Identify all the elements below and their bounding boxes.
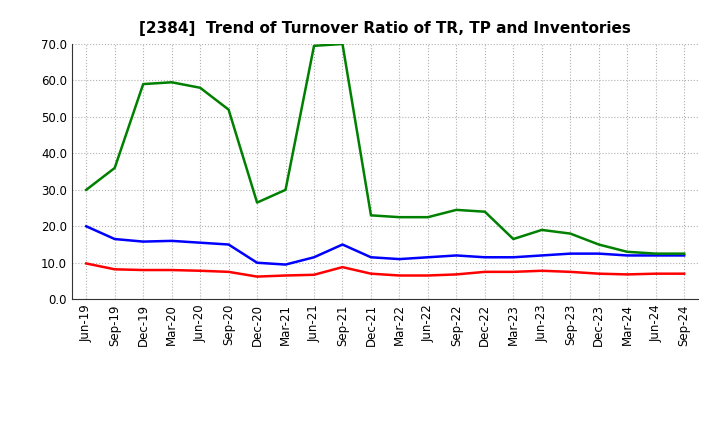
Inventories	[366, 213, 375, 218]
Trade Payables	[310, 255, 318, 260]
Line: Trade Payables: Trade Payables	[86, 226, 684, 264]
Trade Receivables	[595, 271, 603, 276]
Trade Receivables	[652, 271, 660, 276]
Inventories	[253, 200, 261, 205]
Trade Receivables	[566, 269, 575, 275]
Trade Payables	[82, 224, 91, 229]
Trade Payables	[452, 253, 461, 258]
Trade Receivables	[395, 273, 404, 278]
Legend: Trade Receivables, Trade Payables, Inventories: Trade Receivables, Trade Payables, Inven…	[161, 438, 610, 440]
Trade Payables	[110, 236, 119, 242]
Trade Payables	[338, 242, 347, 247]
Trade Payables	[652, 253, 660, 258]
Trade Receivables	[110, 267, 119, 272]
Trade Receivables	[366, 271, 375, 276]
Trade Payables	[623, 253, 631, 258]
Trade Payables	[167, 238, 176, 243]
Inventories	[452, 207, 461, 213]
Inventories	[566, 231, 575, 236]
Trade Payables	[595, 251, 603, 256]
Trade Receivables	[537, 268, 546, 273]
Trade Receivables	[680, 271, 688, 276]
Trade Payables	[566, 251, 575, 256]
Inventories	[282, 187, 290, 192]
Inventories	[310, 43, 318, 48]
Inventories	[509, 236, 518, 242]
Trade Payables	[366, 255, 375, 260]
Inventories	[623, 249, 631, 254]
Inventories	[680, 251, 688, 256]
Line: Inventories: Inventories	[86, 44, 684, 253]
Trade Receivables	[139, 268, 148, 273]
Inventories	[110, 165, 119, 171]
Inventories	[167, 80, 176, 85]
Inventories	[338, 41, 347, 47]
Inventories	[537, 227, 546, 233]
Line: Trade Receivables: Trade Receivables	[86, 264, 684, 277]
Trade Payables	[196, 240, 204, 246]
Trade Receivables	[310, 272, 318, 277]
Trade Payables	[537, 253, 546, 258]
Trade Receivables	[338, 264, 347, 270]
Trade Payables	[480, 255, 489, 260]
Inventories	[139, 81, 148, 87]
Inventories	[423, 215, 432, 220]
Trade Receivables	[225, 269, 233, 275]
Trade Receivables	[282, 273, 290, 278]
Inventories	[480, 209, 489, 214]
Inventories	[225, 107, 233, 112]
Trade Receivables	[623, 272, 631, 277]
Inventories	[652, 251, 660, 256]
Trade Receivables	[480, 269, 489, 275]
Inventories	[82, 187, 91, 192]
Title: [2384]  Trend of Turnover Ratio of TR, TP and Inventories: [2384] Trend of Turnover Ratio of TR, TP…	[139, 21, 631, 36]
Trade Receivables	[196, 268, 204, 273]
Trade Receivables	[423, 273, 432, 278]
Trade Payables	[680, 253, 688, 258]
Trade Receivables	[253, 274, 261, 279]
Trade Payables	[139, 239, 148, 244]
Trade Receivables	[82, 261, 91, 266]
Inventories	[595, 242, 603, 247]
Trade Payables	[395, 257, 404, 262]
Trade Payables	[253, 260, 261, 265]
Inventories	[196, 85, 204, 90]
Trade Payables	[423, 255, 432, 260]
Trade Payables	[225, 242, 233, 247]
Trade Payables	[509, 255, 518, 260]
Trade Receivables	[509, 269, 518, 275]
Trade Payables	[282, 262, 290, 267]
Inventories	[395, 215, 404, 220]
Trade Receivables	[167, 268, 176, 273]
Trade Receivables	[452, 272, 461, 277]
